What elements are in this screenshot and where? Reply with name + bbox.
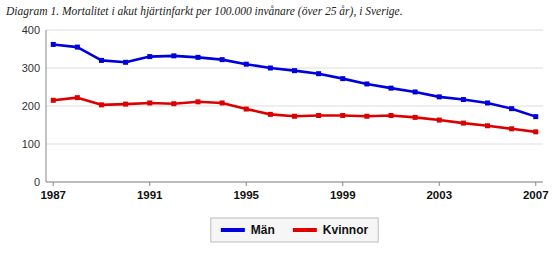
marker [389, 86, 394, 91]
legend-swatch [221, 228, 245, 232]
legend-swatch [293, 228, 317, 232]
grid-line [46, 30, 543, 31]
marker [437, 118, 442, 123]
series-line [53, 98, 536, 132]
marker [461, 121, 466, 126]
grid-line [46, 144, 543, 145]
marker [364, 81, 369, 86]
marker [244, 62, 249, 67]
x-tick-label: 2007 [523, 189, 549, 201]
x-tick-label: 1999 [330, 189, 356, 201]
marker [195, 99, 200, 104]
marker [75, 95, 80, 100]
marker [509, 106, 514, 111]
legend-box [211, 218, 378, 242]
marker [340, 76, 345, 81]
grid-line [46, 106, 543, 107]
x-tick-label: 1995 [233, 189, 259, 201]
marker [485, 123, 490, 128]
y-tick-label: 200 [22, 100, 40, 112]
y-tick-label: 400 [22, 24, 40, 36]
marker [123, 60, 128, 65]
marker [220, 100, 225, 105]
grid-line [46, 182, 543, 183]
legend-label: Män [251, 223, 275, 237]
y-tick-label: 100 [22, 138, 40, 150]
marker [533, 129, 538, 134]
x-tick [535, 182, 536, 186]
marker [147, 100, 152, 105]
marker [75, 45, 80, 50]
marker [292, 114, 297, 119]
marker [220, 57, 225, 62]
y-grid [46, 30, 543, 182]
y-axis-line [46, 30, 47, 182]
marker [51, 42, 56, 47]
marker [268, 66, 273, 71]
plot-area [51, 42, 539, 134]
marker [340, 113, 345, 118]
marker [292, 68, 297, 73]
x-tick [342, 182, 343, 186]
chart: Diagram 1. Mortalitet i akut hjärtinfark… [0, 0, 553, 272]
marker [461, 97, 466, 102]
marker [533, 114, 538, 119]
marker [389, 113, 394, 118]
marker [316, 71, 321, 76]
x-tick-label: 1991 [137, 189, 163, 201]
y-tick-label: 0 [34, 176, 40, 188]
marker [509, 126, 514, 131]
marker [364, 114, 369, 119]
x-tick-label: 1987 [40, 189, 66, 201]
x-tick [439, 182, 440, 186]
marker [99, 58, 104, 63]
x-tick [149, 182, 150, 186]
marker [147, 54, 152, 59]
marker [413, 115, 418, 120]
marker [171, 53, 176, 58]
marker [171, 101, 176, 106]
series-line [53, 44, 536, 116]
x-tick-label: 2003 [426, 189, 452, 201]
marker [195, 55, 200, 60]
y-tick-label: 300 [22, 62, 40, 74]
legend: Män Kvinnor [211, 218, 378, 242]
marker [316, 113, 321, 118]
legend-label: Kvinnor [323, 223, 369, 237]
marker [413, 89, 418, 94]
marker [268, 112, 273, 117]
marker [99, 102, 104, 107]
x-tick [246, 182, 247, 186]
x-axis-line [46, 182, 543, 183]
marker [437, 94, 442, 99]
title: Diagram 1. Mortalitet i akut hjärtinfark… [5, 5, 403, 18]
marker [244, 107, 249, 112]
marker [485, 100, 490, 105]
marker [51, 98, 56, 103]
x-tick [53, 182, 54, 186]
marker [123, 102, 128, 107]
